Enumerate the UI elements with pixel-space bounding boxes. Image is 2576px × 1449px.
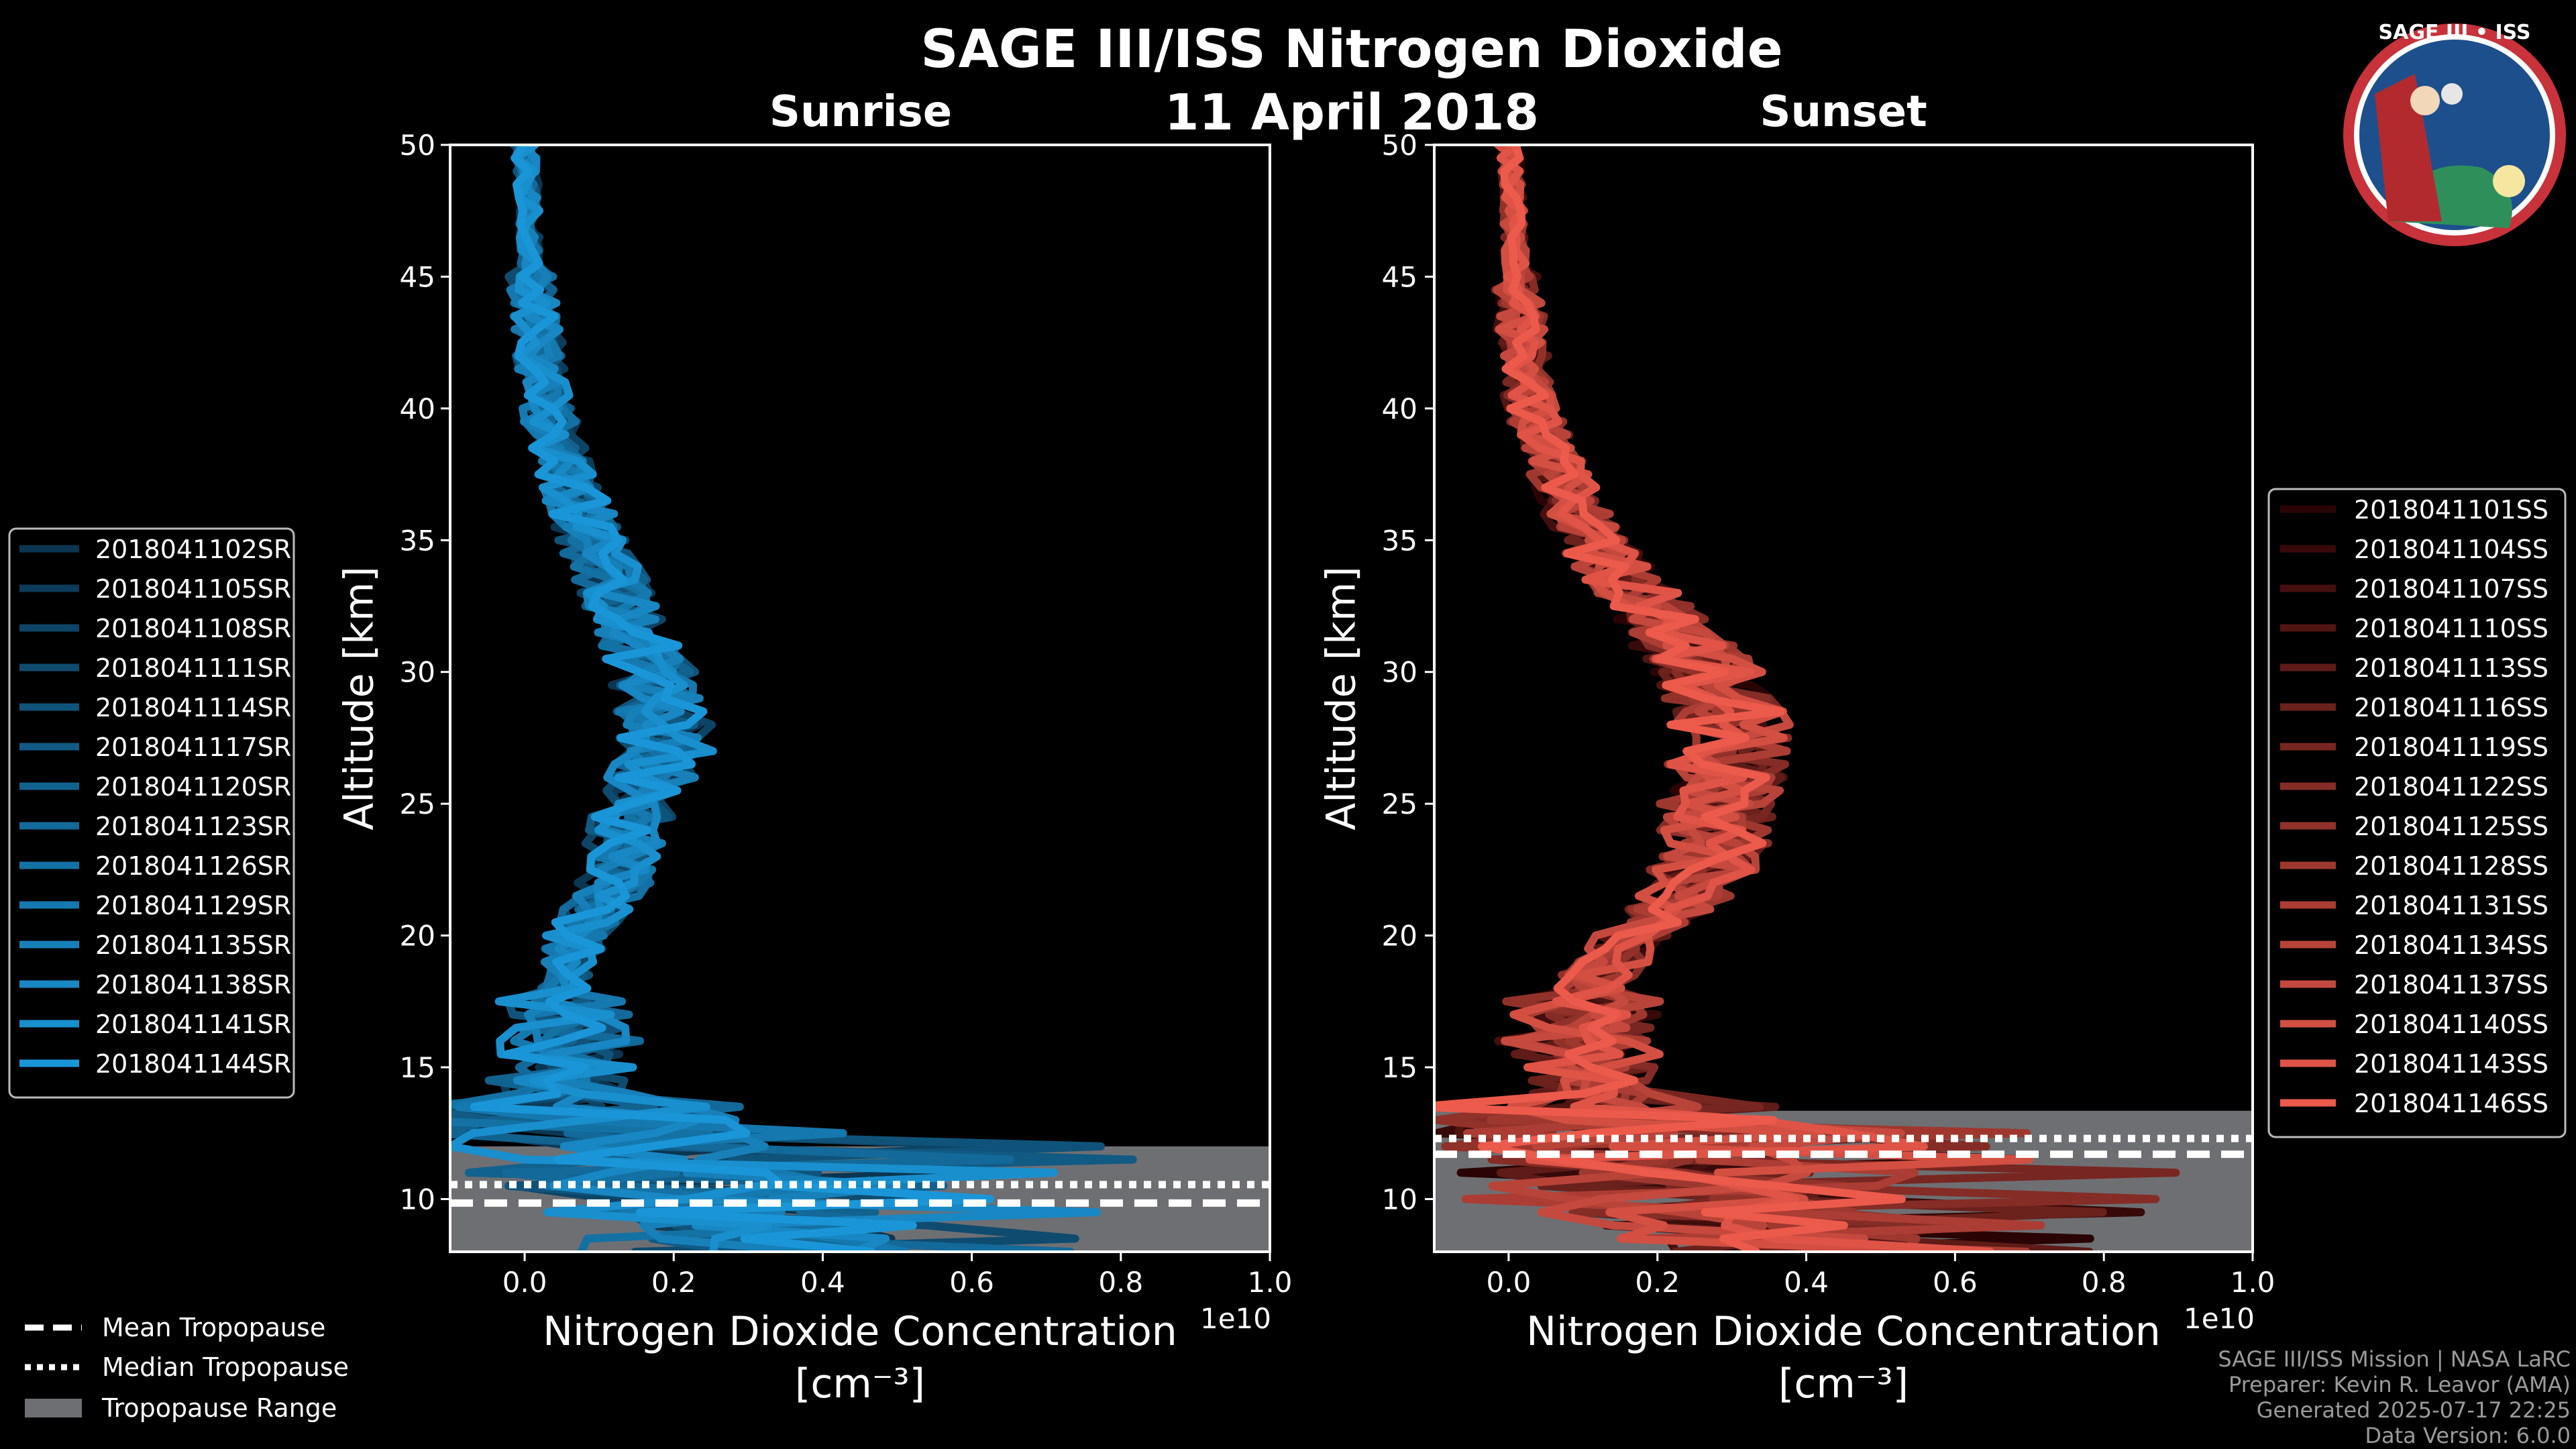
y-tick-label: 40 bbox=[400, 392, 435, 425]
profile-line-2018041138SR bbox=[513, 145, 1101, 1252]
x-tick-label: 0.6 bbox=[949, 1266, 994, 1299]
y-tick-label: 35 bbox=[400, 524, 435, 557]
legend-label: 2018041137SS bbox=[2354, 970, 2548, 1000]
sunrise-plot-area bbox=[450, 145, 1270, 1252]
footer-line: Preparer: Kevin R. Leavor (AMA) bbox=[2229, 1372, 2571, 1397]
legend-label: 2018041128SS bbox=[2354, 851, 2548, 881]
legend-label: 2018041104SS bbox=[2354, 535, 2548, 564]
legend-label: 2018041114SR bbox=[95, 693, 291, 722]
x-tick-label: 0.0 bbox=[502, 1266, 547, 1299]
legend-label: 2018041119SS bbox=[2354, 733, 2548, 762]
footer-line: SAGE III/ISS Mission | NASA LaRC bbox=[2218, 1346, 2571, 1372]
legend-label: 2018041138SR bbox=[95, 970, 291, 1000]
y-tick-label: 45 bbox=[1382, 260, 1417, 293]
y-tick-label: 25 bbox=[1382, 788, 1417, 820]
footer-line: Generated 2025-07-17 22:25 bbox=[2257, 1397, 2571, 1423]
sunrise-legend-box bbox=[8, 527, 295, 1099]
legend-label: 2018041143SS bbox=[2354, 1049, 2548, 1079]
bottom-legend: Mean Tropopause Median Tropopause Tropop… bbox=[25, 1313, 349, 1423]
legend-label: 2018041135SR bbox=[95, 930, 291, 960]
legend-label: 2018041144SR bbox=[95, 1049, 291, 1079]
figure-title: SAGE III/ISS Nitrogen Dioxide bbox=[920, 19, 1782, 80]
legend-label: 2018041134SS bbox=[2354, 930, 2548, 960]
legend-label: 2018041113SS bbox=[2354, 653, 2548, 683]
legend-label: 2018041108SR bbox=[95, 614, 291, 643]
x-tick-label: 1.0 bbox=[1248, 1266, 1293, 1299]
x-axis-label: Nitrogen Dioxide Concentration bbox=[1526, 1308, 2161, 1355]
profile-line-2018041141SR bbox=[450, 145, 1059, 1252]
legend-label: 2018041126SR bbox=[95, 851, 291, 881]
x-tick-label: 0.4 bbox=[800, 1266, 845, 1299]
y-axis-label: Altitude [km] bbox=[1318, 566, 1365, 830]
sunrise-title: Sunrise bbox=[769, 87, 952, 137]
y-tick-label: 10 bbox=[400, 1183, 435, 1216]
x-offset-label: 1e10 bbox=[2184, 1302, 2255, 1335]
x-tick-label: 0.6 bbox=[1933, 1266, 1978, 1299]
median-tropopause-label: Median Tropopause bbox=[102, 1352, 349, 1382]
legend-label: 2018041102SR bbox=[95, 535, 291, 564]
mean-tropopause-label: Mean Tropopause bbox=[102, 1313, 325, 1342]
footer-line: Data Version: 6.0.0 bbox=[2365, 1423, 2571, 1448]
logo-title: SAGE III • ISS bbox=[2379, 21, 2531, 44]
y-tick-label: 25 bbox=[400, 788, 435, 820]
legend-label: 2018041110SS bbox=[2354, 614, 2548, 643]
profile-line-2018041146SS bbox=[1434, 145, 1906, 1252]
legend-label: 2018041141SR bbox=[95, 1010, 291, 1039]
legend-label: 2018041122SS bbox=[2354, 772, 2548, 802]
y-tick-label: 15 bbox=[1382, 1051, 1417, 1084]
footer-credits: SAGE III/ISS Mission | NASA LaRC Prepare… bbox=[2218, 1346, 2571, 1448]
x-axis-units: [cm⁻³] bbox=[795, 1360, 925, 1407]
y-tick-label: 10 bbox=[1382, 1183, 1417, 1216]
y-tick-label: 50 bbox=[1382, 129, 1417, 162]
tropopause-range-label: Tropopause Range bbox=[101, 1393, 337, 1423]
y-tick-label: 45 bbox=[400, 260, 435, 293]
profile-line-2018041144SR bbox=[470, 145, 995, 1252]
sunset-legend-box bbox=[2267, 488, 2567, 1138]
y-tick-label: 35 bbox=[1382, 524, 1417, 557]
legend-label: 2018041111SR bbox=[95, 653, 291, 683]
legend-label: 2018041120SR bbox=[95, 772, 291, 802]
sunset-axes-frame bbox=[1433, 144, 2254, 1253]
legend-label: 2018041101SS bbox=[2354, 495, 2548, 525]
legend-label: 2018041146SS bbox=[2354, 1089, 2548, 1118]
legend-label: 2018041125SS bbox=[2354, 812, 2548, 841]
sunset-panel: 0.0 0.2 0.4 0.6 0.8 1.0 10 15 20 25 30 35 40 45 50 1e10… bbox=[1318, 129, 2567, 1407]
x-tick-label: 1.0 bbox=[2231, 1266, 2275, 1299]
y-tick-label: 20 bbox=[1382, 920, 1417, 953]
figure-date: 11 April 2018 bbox=[1165, 84, 1539, 142]
y-tick-label: 20 bbox=[400, 920, 435, 953]
sunrise-axes-frame bbox=[449, 144, 1271, 1253]
legend-label: 2018041107SS bbox=[2354, 574, 2548, 604]
y-tick-label: 15 bbox=[400, 1051, 435, 1084]
y-tick-label: 50 bbox=[400, 129, 435, 162]
x-tick-label: 0.8 bbox=[2082, 1266, 2127, 1299]
x-tick-label: 0.0 bbox=[1487, 1266, 1532, 1299]
sunset-plot-area bbox=[1434, 145, 2253, 1252]
tropopause-range-swatch bbox=[25, 1399, 82, 1417]
x-tick-label: 0.4 bbox=[1784, 1266, 1829, 1299]
y-axis-label: Altitude [km] bbox=[336, 566, 383, 830]
x-offset-label: 1e10 bbox=[1200, 1302, 1271, 1335]
legend-label: 2018041129SR bbox=[95, 891, 291, 920]
x-axis-label: Nitrogen Dioxide Concentration bbox=[543, 1308, 1177, 1355]
x-axis-units: [cm⁻³] bbox=[1778, 1360, 1909, 1407]
x-tick-label: 0.2 bbox=[651, 1266, 696, 1299]
sage-iii-iss-logo: SAGE III • ISS bbox=[2343, 21, 2566, 246]
legend-label: 2018041140SS bbox=[2354, 1010, 2548, 1039]
legend-label: 2018041117SR bbox=[95, 733, 291, 762]
legend-label: 2018041105SR bbox=[95, 574, 291, 604]
x-tick-label: 0.8 bbox=[1098, 1266, 1143, 1299]
y-tick-label: 30 bbox=[1382, 656, 1417, 689]
profile-line-2018041125SS bbox=[1434, 145, 1994, 1252]
legend-label: 2018041123SR bbox=[95, 812, 291, 841]
sunset-title: Sunset bbox=[1760, 87, 1927, 137]
sunrise-panel: 0.0 0.2 0.4 0.6 0.8 1.0 10 15 20 25 30 35 40 45 50 1e10… bbox=[8, 129, 1293, 1407]
legend-label: 2018041131SS bbox=[2354, 891, 2548, 920]
y-tick-label: 40 bbox=[1382, 392, 1417, 425]
legend-label: 2018041116SS bbox=[2354, 693, 2548, 722]
y-tick-label: 30 bbox=[400, 656, 435, 689]
x-tick-label: 0.2 bbox=[1635, 1266, 1680, 1299]
